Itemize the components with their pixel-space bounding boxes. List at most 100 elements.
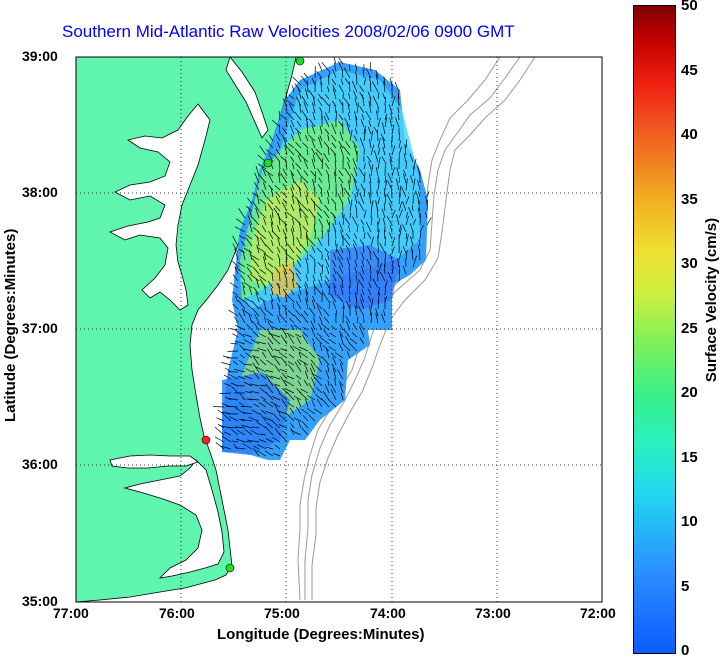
velocity-arrow [273, 355, 281, 359]
velocity-arrow [255, 291, 260, 303]
velocity-arrow [304, 284, 309, 296]
velocity-arrow [419, 231, 422, 240]
station-marker[interactable] [295, 56, 305, 66]
velocity-arrow [340, 284, 344, 296]
velocity-arrow [384, 116, 388, 128]
velocity-arrow [311, 299, 316, 310]
velocity-arrow [295, 282, 302, 289]
velocity-arrow [278, 392, 288, 401]
velocity-arrow [271, 395, 281, 401]
velocity-arrow [265, 383, 274, 394]
velocity-arrow [361, 289, 365, 296]
station-marker[interactable] [201, 435, 211, 445]
velocity-arrow [354, 97, 358, 107]
velocity-arrow [362, 94, 365, 107]
velocity-arrow [338, 120, 344, 128]
velocity-arrow [315, 365, 323, 373]
velocity-arrow [327, 238, 330, 247]
station-marker[interactable] [263, 158, 273, 168]
velocity-arrow [339, 131, 344, 142]
velocity-arrow [348, 295, 351, 303]
velocity-arrow [318, 136, 323, 149]
velocity-arrow [389, 202, 393, 212]
velocity-arrow [263, 316, 267, 324]
velocity-arrow [252, 227, 260, 233]
velocity-arrow [301, 95, 309, 107]
velocity-arrow [398, 193, 401, 205]
velocity-arrow [292, 163, 295, 170]
velocity-arrow [308, 414, 316, 422]
velocity-arrow [293, 395, 302, 401]
velocity-vectors [213, 57, 432, 457]
velocity-arrow [358, 167, 365, 177]
velocity-arrow [363, 210, 367, 219]
velocity-arrow [323, 308, 330, 317]
velocity-arrow [284, 222, 288, 233]
velocity-arrow [234, 266, 239, 275]
velocity-arrow [292, 273, 295, 282]
velocity-arrow [268, 230, 274, 240]
velocity-arrow [301, 427, 309, 436]
velocity-arrow [352, 239, 358, 247]
velocity-arrow [290, 427, 295, 436]
velocity-arrow [338, 265, 344, 275]
velocity-arrow [238, 248, 246, 254]
velocity-arrow [315, 148, 323, 156]
velocity-arrow [316, 212, 323, 219]
velocity-arrow [315, 152, 323, 163]
velocity-arrow [296, 237, 302, 247]
velocity-arrow [302, 326, 309, 331]
velocity-arrow [286, 375, 295, 380]
velocity-arrow [377, 147, 381, 156]
velocity-arrow [346, 351, 351, 359]
velocity-arrow [336, 369, 344, 380]
velocity-arrow [332, 282, 337, 289]
velocity-arrow [389, 77, 393, 86]
velocity-arrow [262, 300, 267, 310]
velocity-arrow [334, 153, 337, 163]
velocity-arrow [263, 253, 267, 261]
velocity-arrow [345, 315, 351, 324]
velocity-arrow [389, 225, 393, 233]
velocity-arrow [359, 337, 365, 345]
velocity-arrow [258, 439, 267, 443]
velocity-arrow [369, 252, 372, 261]
velocity-arrow [278, 283, 281, 296]
velocity-arrow [424, 212, 428, 219]
velocity-arrow [349, 129, 353, 142]
velocity-arrow [330, 198, 337, 205]
velocity-arrow [290, 324, 295, 331]
velocity-arrow [235, 329, 246, 338]
velocity-arrow [339, 333, 344, 345]
velocity-arrow [248, 207, 253, 219]
velocity-arrow [377, 129, 379, 142]
velocity-arrow [269, 375, 281, 380]
velocity-arrow [259, 211, 267, 219]
velocity-arrow [264, 286, 267, 296]
velocity-arrow [425, 195, 428, 205]
velocity-arrow [395, 178, 400, 191]
velocity-arrow [261, 409, 267, 415]
velocity-arrow [369, 173, 372, 184]
velocity-arrow [291, 195, 295, 205]
velocity-arrow [361, 260, 365, 268]
velocity-arrow [256, 366, 267, 373]
velocity-arrow [301, 408, 309, 415]
velocity-arrow [264, 253, 274, 261]
velocity-arrow [334, 204, 337, 212]
velocity-arrow [367, 126, 372, 135]
velocity-arrow [276, 246, 281, 254]
station-marker[interactable] [225, 563, 235, 573]
velocity-arrow [281, 304, 288, 310]
velocity-arrow [270, 187, 274, 198]
velocity-arrow [280, 334, 288, 345]
velocity-arrow [328, 103, 331, 114]
velocity-arrow [274, 383, 281, 387]
velocity-arrow [289, 407, 295, 415]
velocity-arrow [405, 178, 408, 191]
velocity-arrow [259, 359, 267, 366]
velocity-arrow [370, 83, 372, 93]
velocity-arrow [310, 327, 316, 338]
velocity-arrow [377, 157, 381, 170]
velocity-arrow [290, 187, 295, 198]
